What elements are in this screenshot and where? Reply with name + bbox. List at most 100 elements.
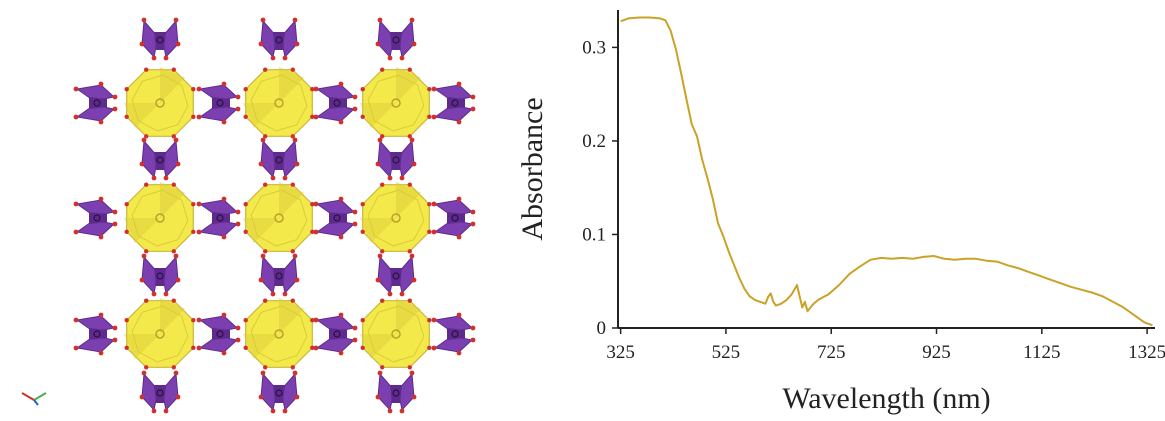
oxygen-atom [409, 370, 415, 376]
chart-ticks: 325 525 725 925 1125 1325 0 0.1 0.2 0.3 [582, 37, 1165, 363]
oxygen-atom [360, 345, 365, 350]
metal-atom [391, 329, 401, 339]
oxygen-atom [141, 137, 147, 143]
oxygen-atom [112, 325, 118, 331]
tetrahedron-unit [73, 312, 118, 356]
oxygen-atom [399, 55, 405, 61]
oxygen-atom [191, 318, 196, 323]
oxygen-atom [360, 87, 365, 92]
oxygen-atom [98, 234, 104, 240]
oxygen-atom [258, 394, 264, 400]
tetrahedron-unit [431, 312, 476, 356]
phosphorus-atom [392, 389, 400, 397]
metal-atom [274, 329, 284, 339]
oxygen-atom [270, 408, 276, 414]
oxygen-atom [258, 277, 264, 283]
oxygen-atom [387, 291, 393, 297]
oxygen-atom [112, 94, 118, 100]
oxygen-atom [144, 67, 149, 72]
metal-polyhedron [124, 298, 196, 370]
oxygen-atom [313, 345, 319, 351]
oxygen-atom [221, 350, 227, 356]
oxygen-atom [377, 137, 383, 143]
oxygen-atom [141, 370, 147, 376]
oxygen-atom [470, 94, 476, 100]
oxygen-atom [431, 86, 437, 92]
x-tick-label: 325 [606, 342, 635, 363]
oxygen-atom [282, 291, 288, 297]
phosphorus-atom [216, 99, 224, 107]
oxygen-atom [290, 182, 295, 187]
oxygen-atom [175, 394, 181, 400]
oxygen-atom [73, 229, 79, 235]
oxygen-atom [377, 17, 383, 23]
oxygen-atom [139, 41, 145, 47]
oxygen-atom [292, 253, 298, 259]
oxygen-atom [431, 201, 437, 207]
oxygen-atom [263, 182, 268, 187]
phosphorus-atom [275, 389, 283, 397]
oxygen-atom [399, 291, 405, 297]
oxygen-atom [407, 365, 412, 370]
oxygen-atom [112, 221, 118, 227]
oxygen-atom [243, 87, 248, 92]
oxygen-atom [243, 345, 248, 350]
phosphorus-atom [392, 36, 400, 44]
oxygen-atom [377, 370, 383, 376]
x-tick-label: 525 [712, 342, 741, 363]
oxygen-atom [470, 337, 476, 343]
oxygen-atom [456, 312, 462, 318]
x-tick-label: 1125 [1023, 342, 1060, 363]
tetrahedron-unit [139, 137, 181, 181]
oxygen-atom [196, 201, 202, 207]
oxygen-atom [260, 137, 266, 143]
oxygen-atom [175, 277, 181, 283]
oxygen-atom [294, 277, 300, 283]
tetrahedron-unit [313, 81, 358, 125]
metal-polyhedron [243, 67, 315, 139]
oxygen-atom [431, 229, 437, 235]
oxygen-atom [427, 345, 432, 350]
oxygen-atom [98, 350, 104, 356]
oxygen-atom [243, 229, 248, 234]
oxygen-atom [73, 317, 79, 323]
metal-polyhedron [243, 298, 315, 370]
metal-polyhedron [360, 182, 432, 254]
oxygen-atom [290, 298, 295, 303]
phosphorus-atom [451, 214, 459, 222]
chart-series [620, 16, 1153, 327]
oxygen-atom [456, 234, 462, 240]
tetrahedron-unit [196, 196, 241, 240]
oxygen-atom [260, 253, 266, 259]
oxygen-atom [139, 161, 145, 167]
tetrahedron-unit [73, 196, 118, 240]
oxygen-atom [144, 249, 149, 254]
oxygen-atom [260, 17, 266, 23]
oxygen-atom [73, 345, 79, 351]
oxygen-atom [294, 41, 300, 47]
metal-polyhedron [124, 67, 196, 139]
oxygen-atom [98, 81, 104, 87]
oxygen-atom [124, 345, 129, 350]
tetrahedron-unit [313, 196, 358, 240]
oxygen-atom [151, 175, 157, 181]
oxygen-atom [411, 394, 417, 400]
oxygen-atom [191, 345, 196, 350]
oxygen-atom [243, 318, 248, 323]
axis-z-icon [33, 399, 39, 406]
oxygen-atom [141, 253, 147, 259]
oxygen-atom [139, 277, 145, 283]
oxygen-atom [380, 298, 385, 303]
metal-atom [155, 329, 165, 339]
y-axis-title: Absorbance [516, 97, 549, 240]
oxygen-atom [235, 221, 241, 227]
metal-polyhedron [360, 298, 432, 370]
oxygen-atom [313, 317, 319, 323]
oxygen-atom [352, 221, 358, 227]
oxygen-atom [144, 298, 149, 303]
x-tick-label: 1325 [1128, 342, 1165, 363]
oxygen-atom [338, 81, 344, 87]
metal-atom [391, 98, 401, 108]
oxygen-atom [196, 114, 202, 120]
tetrahedron-unit [431, 196, 476, 240]
